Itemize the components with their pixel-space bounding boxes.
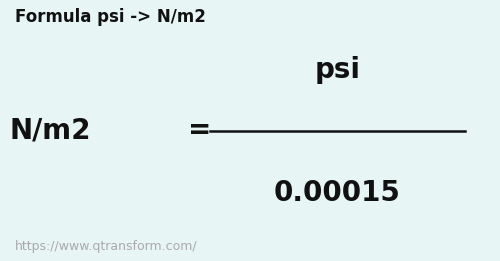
Text: Formula psi -> N/m2: Formula psi -> N/m2 [15, 8, 206, 26]
Text: N/m2: N/m2 [10, 116, 92, 145]
Text: psi: psi [314, 56, 360, 85]
Text: https://www.qtransform.com/: https://www.qtransform.com/ [15, 240, 198, 253]
Text: =: = [188, 116, 212, 145]
Text: 0.00015: 0.00015 [274, 179, 401, 207]
